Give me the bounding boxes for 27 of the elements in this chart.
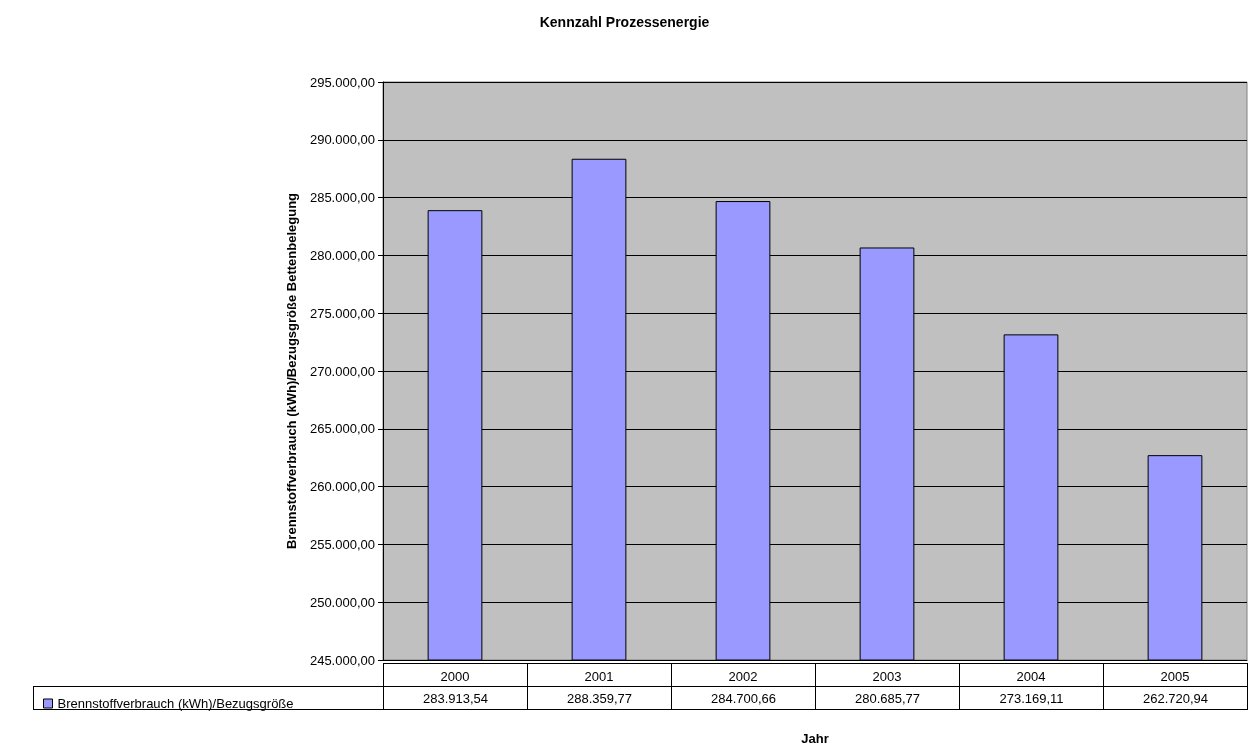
data-label: 283.913,54 bbox=[383, 686, 528, 710]
y-tick-label: 285.000,00 bbox=[309, 190, 375, 206]
y-tick-label: 295.000,00 bbox=[309, 74, 375, 90]
y-tick-label: 290.000,00 bbox=[309, 132, 375, 148]
data-label: 280.685,77 bbox=[815, 686, 960, 710]
y-tick-label: 250.000,00 bbox=[309, 594, 375, 610]
y-tick-label: 280.000,00 bbox=[309, 247, 375, 263]
y-tick-label: 260.000,00 bbox=[309, 479, 375, 495]
y-tick-label: 255.000,00 bbox=[309, 536, 375, 552]
legend-label: Brennstoffverbrauch (kWh)/Bezugsgröße bbox=[57, 696, 294, 711]
data-label: 284.700,66 bbox=[671, 686, 816, 710]
x-tick-label: 2004 bbox=[1016, 669, 1046, 684]
x-tick-label: 2003 bbox=[872, 669, 902, 684]
y-axis-title: Brennstoffverbrauch (kWh)/Bezugsgröße Bettenbelegung bbox=[284, 192, 299, 550]
x-tick-label: 2005 bbox=[1160, 669, 1190, 684]
data-label: 288.359,77 bbox=[527, 686, 672, 710]
x-tick-label: 2000 bbox=[440, 669, 470, 684]
y-tick-label: 245.000,00 bbox=[309, 652, 375, 668]
x-tick-label: 2002 bbox=[728, 669, 758, 684]
y-tick-label: 265.000,00 bbox=[309, 421, 375, 437]
y-tick-label: 270.000,00 bbox=[309, 363, 375, 379]
x-axis-title: Jahr bbox=[801, 731, 829, 746]
y-tick-label: 275.000,00 bbox=[309, 305, 375, 321]
data-label: 262.720,94 bbox=[1103, 686, 1248, 710]
x-tick-label: 2001 bbox=[584, 669, 614, 684]
chart-title: Kennzahl Prozessenergie bbox=[539, 14, 710, 30]
data-label: 273.169,11 bbox=[959, 686, 1104, 710]
